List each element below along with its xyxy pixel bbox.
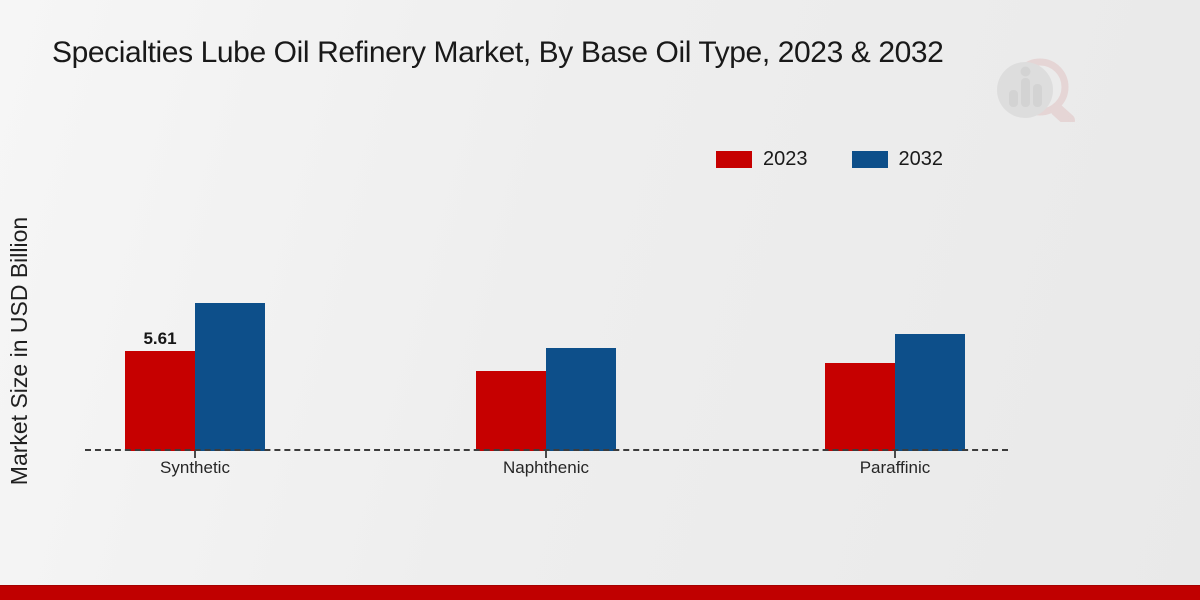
bar-2023-naphthenic (476, 371, 546, 451)
legend-label-2023: 2023 (763, 148, 808, 170)
footer-accent-bar (0, 585, 1200, 600)
chart-title: Specialties Lube Oil Refinery Market, By… (52, 36, 944, 69)
brand-logo-watermark (985, 58, 1080, 127)
magnifier-bar-chart-logo-icon (985, 58, 1080, 127)
legend-item-2023: 2023 (716, 148, 808, 171)
legend-swatch-2032 (851, 151, 888, 168)
legend-label-2032: 2032 (898, 148, 944, 170)
legend-item-2032: 2032 (851, 148, 944, 171)
x-axis-category-label: Naphthenic (502, 458, 589, 477)
x-axis-tick (194, 451, 196, 458)
legend: 2023 2032 (716, 148, 943, 171)
x-axis-baseline (85, 449, 1008, 451)
bar-2023-paraffinic (825, 363, 895, 451)
x-axis-tick (545, 451, 547, 458)
x-axis-tick (894, 451, 896, 458)
bar-2032-naphthenic (546, 348, 616, 451)
x-axis-category-label: Paraffinic (859, 458, 931, 477)
bar-2032-paraffinic (895, 334, 965, 451)
legend-swatch-2023 (716, 151, 752, 168)
bar-2023-synthetic (125, 351, 195, 451)
bar-2032-synthetic (195, 303, 265, 451)
x-axis-category-label: Synthetic (160, 458, 230, 477)
bar-value-label: 5.61 (143, 329, 177, 348)
